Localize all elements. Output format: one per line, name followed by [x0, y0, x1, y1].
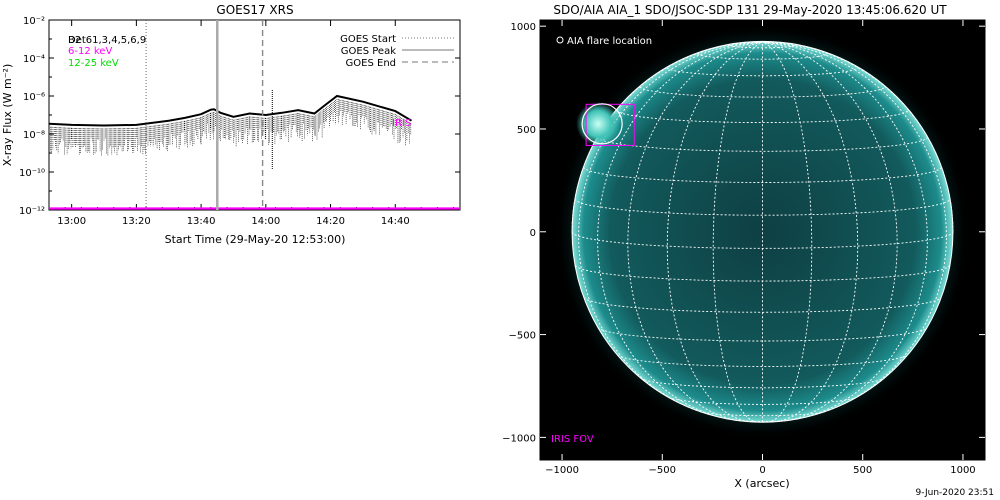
goes-x-axis-label: Start Time (29-May-20 12:53:00)	[165, 233, 346, 246]
goes-y-tick-label: 10⁻⁶	[23, 92, 45, 103]
iris-fov-label: IRIS FOV	[551, 434, 594, 445]
latitude-line	[699, 411, 826, 417]
goes-chart-title: GOES17 XRS	[216, 3, 293, 17]
flare-brightening	[576, 101, 621, 146]
goes-noise-band	[48, 99, 412, 156]
goes-x-tick-label: 14:00	[251, 216, 280, 227]
goes-x-tick-label: 13:40	[187, 216, 216, 227]
goes-legend-6-12kev: 6-12 keV	[68, 46, 112, 57]
longitude-line	[762, 41, 928, 420]
goes-x-tick-label: 13:00	[57, 216, 86, 227]
latitude-line	[668, 396, 857, 405]
longitude-line	[762, 41, 947, 411]
aia-y-tick-label: −500	[509, 331, 536, 342]
goes-y-axis-label: X-ray Flux (W m⁻²)	[1, 64, 14, 166]
aia-y-tick-label: 1000	[511, 22, 536, 33]
latitude-line	[583, 166, 942, 183]
goes-markers	[145, 20, 273, 210]
longitude-line	[597, 41, 763, 420]
longitude-line	[627, 41, 763, 422]
goes-legend-det: Det61,3,4,5,6,9	[68, 35, 146, 46]
longitude-line	[762, 41, 813, 423]
aia-chart-title: SDO/AIA AIA_1 SDO/JSOC-SDP 131 29-May-20…	[553, 3, 947, 17]
goes-iris-annotation: IRIS	[392, 118, 411, 129]
goes-legend-dotted: GOES Start	[340, 34, 396, 45]
longitude-line	[712, 41, 763, 423]
latitude-line	[616, 109, 909, 124]
aia-legend-circle-marker	[556, 36, 564, 44]
goes-y-tick-label: 10⁻¹⁰	[19, 168, 45, 179]
goes-legend-solid: GOES Peak	[341, 46, 396, 57]
goes-series-line-1	[48, 94, 413, 127]
longitude-line	[666, 41, 763, 423]
latitude-line	[617, 354, 908, 367]
flare-location-circle	[581, 103, 623, 145]
longitude-line	[762, 41, 859, 423]
aia-x-tick-label: −500	[649, 465, 676, 476]
aia-x-tick-label: 1000	[950, 465, 975, 476]
goes-legend-12-25kev: 12-25 keV	[68, 58, 119, 69]
aia-x-tick-label: 500	[853, 465, 872, 476]
goes-y-tick-label: 10⁻⁴	[23, 54, 45, 65]
aia-x-tick-label: −1000	[545, 465, 579, 476]
timestamp-footer: 9-Jun-2020 23:51	[915, 488, 995, 498]
latitude-line	[729, 44, 796, 49]
longitude-line	[762, 41, 898, 422]
goes-series	[48, 94, 460, 210]
heliographic-grid	[571, 41, 954, 423]
sun-limb-outline	[571, 40, 954, 423]
aia-x-tick-label: 0	[759, 465, 765, 476]
goes-legend-b2: B2	[68, 35, 81, 46]
aia-legend: AIA flare location	[556, 36, 652, 47]
goes-y-tick-label: 10⁻⁸	[23, 130, 45, 141]
latitude-line	[639, 86, 886, 98]
goes-x-tick-label: 14:20	[316, 216, 345, 227]
aia-y-tick-label: 500	[517, 125, 536, 136]
aia-y-tick-label: −1000	[502, 433, 536, 444]
goes-legend-dashed: GOES End	[346, 58, 396, 69]
goes-y-tick-label: 10⁻²	[23, 16, 45, 27]
aia-ticks: −1000 −500 0 500 1000 −1000 −500 0 500 1000	[502, 20, 985, 476]
goes-xrs-chart: GOES17 XRS 10⁻¹² 10⁻¹⁰ 10⁻⁸ 10⁻⁶ 10⁻⁴ 10⁻² 13:…	[1, 3, 461, 246]
aia-x-axis-label: X (arcsec)	[734, 477, 789, 490]
aia-image-chart: SDO/AIA AIA_1 SDO/JSOC-SDP 131 29-May-20…	[502, 3, 986, 490]
iris-fov-box	[585, 103, 635, 146]
goes-y-tick-label: 10⁻¹²	[19, 206, 45, 217]
aia-legend-flare-location: AIA flare location	[567, 36, 652, 47]
longitude-line	[578, 41, 763, 411]
sun-disk	[572, 41, 953, 423]
aia-y-tick-label: 0	[530, 228, 536, 239]
latitude-line	[640, 377, 885, 389]
goes-x-tick-label: 13:20	[122, 216, 151, 227]
goes-x-tick-label: 14:40	[381, 216, 410, 227]
latitude-line	[666, 67, 859, 77]
